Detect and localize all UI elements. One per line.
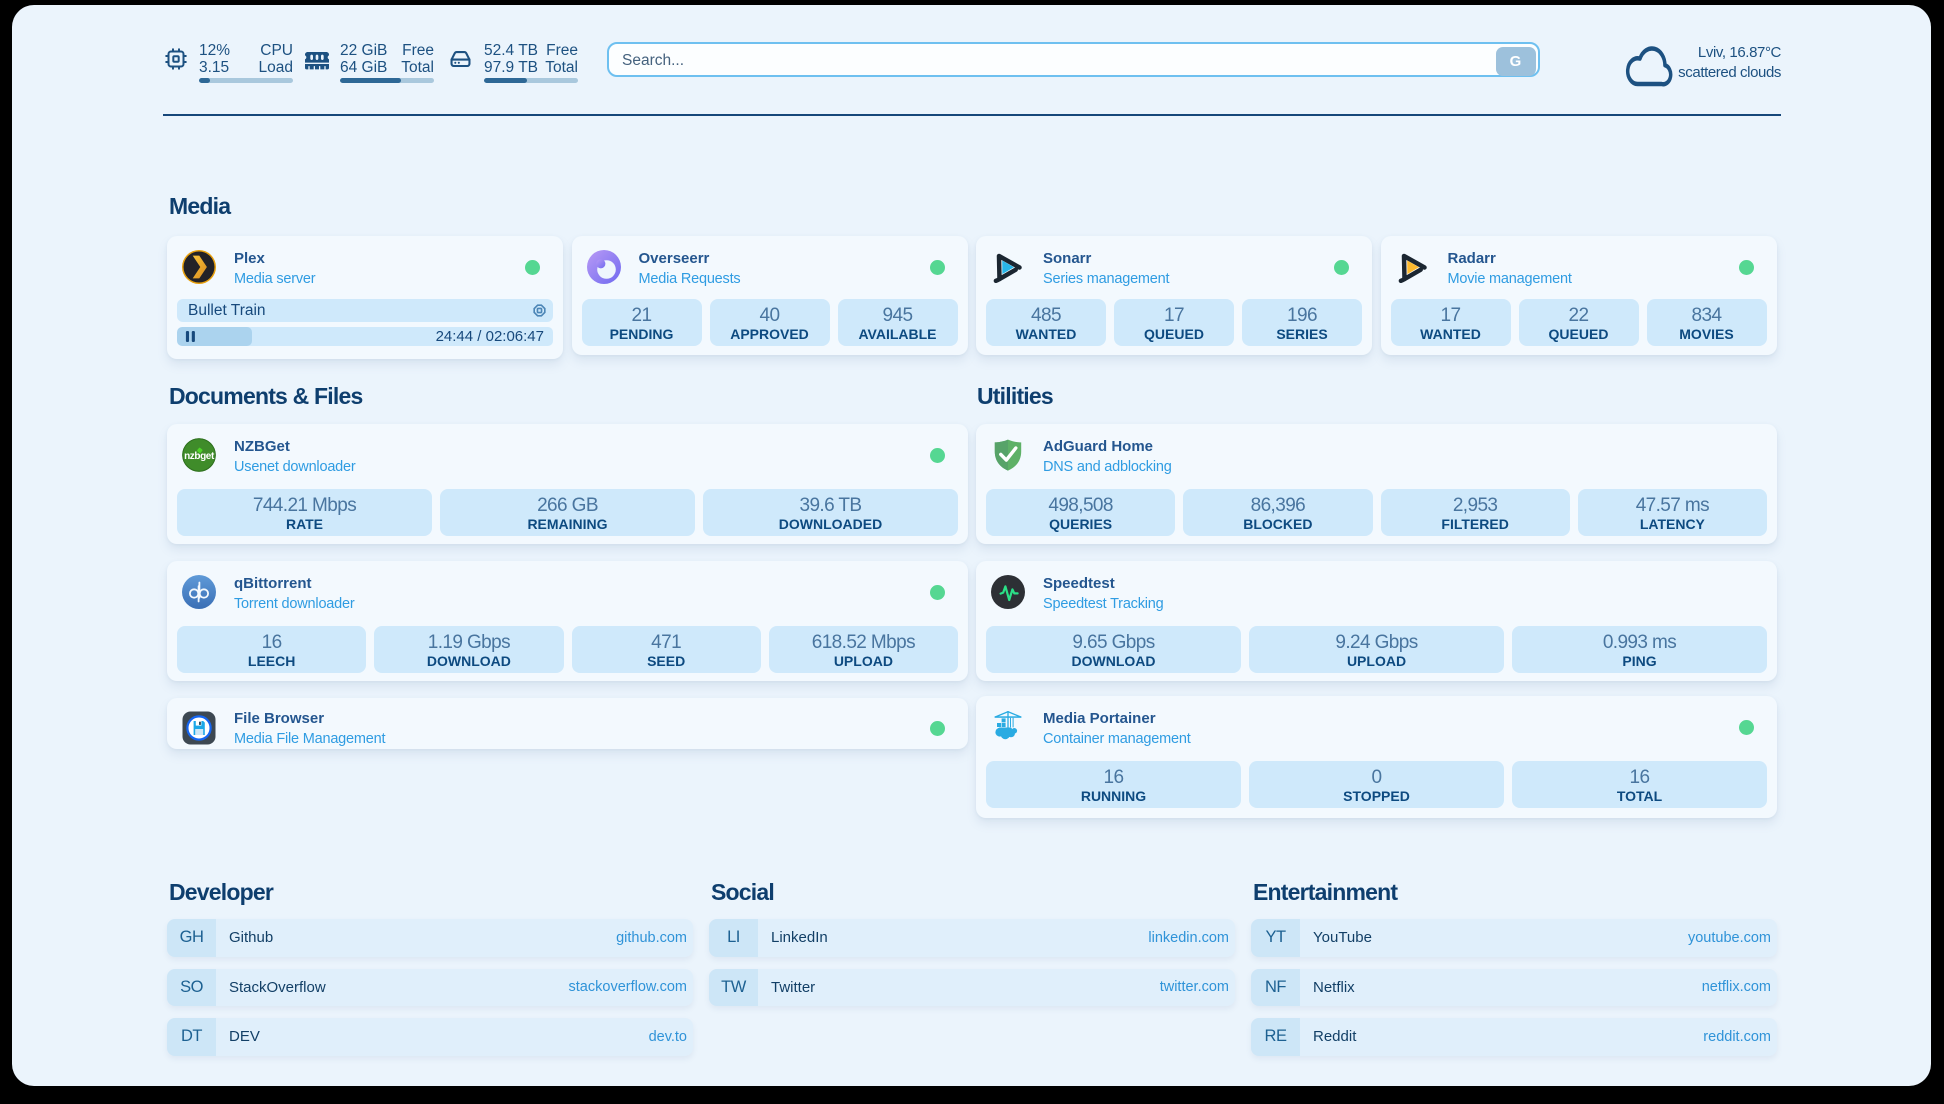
svg-text:nzbget: nzbget — [184, 451, 215, 462]
